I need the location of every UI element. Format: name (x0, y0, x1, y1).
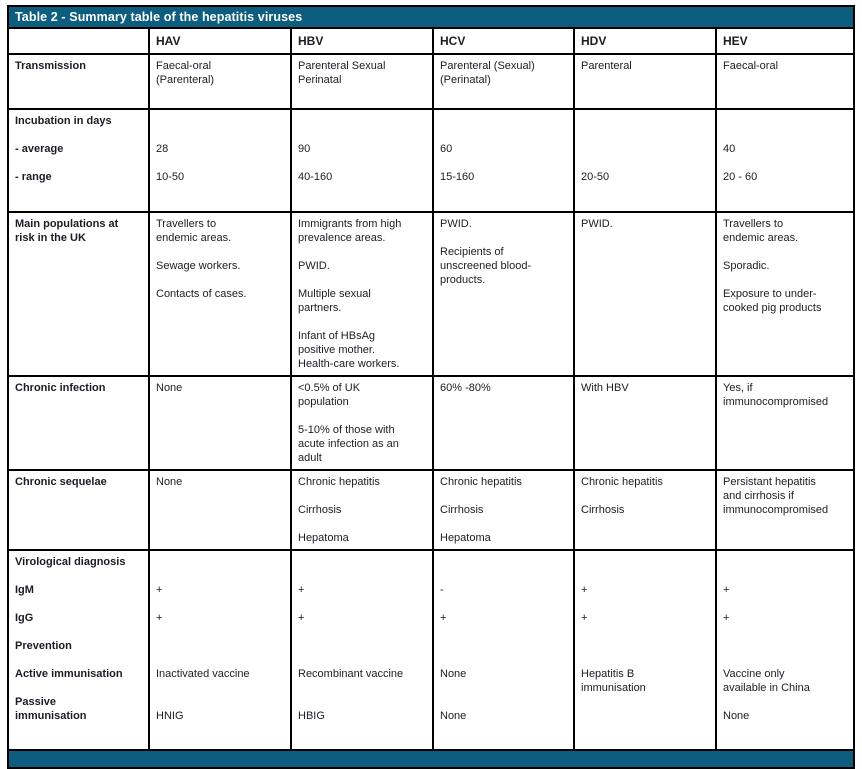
table-cell: PWID. (575, 213, 717, 375)
row-label: Chronic infection (9, 377, 150, 469)
table-cell: Chronic hepatitis Cirrhosis Hepatoma (292, 471, 434, 549)
row-transmission: Transmission Faecal-oral (Parenteral) Pa… (9, 55, 853, 110)
table-cell: + + Inactivated vaccine HNIG (150, 551, 292, 749)
table-cell: 60% -80% (434, 377, 575, 469)
table-cell: 60 15-160 (434, 110, 575, 211)
row-label: Chronic sequelae (9, 471, 150, 549)
row-virological-diagnosis-prevention: Virological diagnosis IgM IgG Prevention… (9, 551, 853, 751)
row-label: Main populations at risk in the UK (9, 213, 150, 375)
table-cell: Parenteral (575, 55, 717, 108)
column-header-hcv: HCV (434, 29, 575, 53)
table-cell: - + None None (434, 551, 575, 749)
table-cell: Parenteral (Sexual) (Perinatal) (434, 55, 575, 108)
table-cell: 90 40-160 (292, 110, 434, 211)
table-cell: Faecal-oral (723, 60, 779, 72)
footer-bar-clipped (9, 751, 853, 767)
column-header-row: HAV HBV HCV HDV HEV (9, 29, 853, 55)
table-cell: Parenteral Sexual Perinatal (292, 55, 434, 108)
row-incubation: Incubation in days - average - range 28 … (9, 110, 853, 213)
table-cell: 20-50 (575, 110, 717, 211)
table-cell: 40 20 - 60 (723, 143, 758, 183)
table-cell: + + Vaccine only available in China None (723, 584, 810, 722)
table-cell: Persistant hepatitis and cirrhosis if im… (723, 476, 829, 516)
row-chronic-infection: Chronic infection None <0.5% of UK popul… (9, 377, 853, 471)
row-chronic-sequelae: Chronic sequelae None Chronic hepatitis … (9, 471, 853, 551)
table-title: Table 2 - Summary table of the hepatitis… (15, 10, 303, 24)
table-cell: Chronic hepatitis Cirrhosis (575, 471, 717, 549)
table-title-bar: Table 2 - Summary table of the hepatitis… (9, 7, 853, 29)
row-label: Transmission (9, 55, 150, 108)
hepatitis-summary-table: Table 2 - Summary table of the hepatitis… (7, 5, 855, 769)
column-header-hev: HEV (723, 34, 748, 48)
table-cell: PWID. Recipients of unscreened blood- pr… (434, 213, 575, 375)
column-header-hav: HAV (150, 29, 292, 53)
table-cell: + + Recombinant vaccine HBIG (292, 551, 434, 749)
table-cell: Travellers to endemic areas. Sporadic. E… (723, 218, 822, 314)
row-label: Incubation in days - average - range (9, 110, 150, 211)
column-header-hdv: HDV (575, 29, 717, 53)
table-cell: Chronic hepatitis Cirrhosis Hepatoma (434, 471, 575, 549)
table-cell: <0.5% of UK population 5-10% of those wi… (292, 377, 434, 469)
column-header-empty (9, 29, 150, 53)
table-cell: Travellers to endemic areas. Sewage work… (150, 213, 292, 375)
table-cell: Yes, if immunocompromised (723, 382, 829, 408)
table-cell: 28 10-50 (150, 110, 292, 211)
table-cell: None (150, 471, 292, 549)
row-main-populations: Main populations at risk in the UK Trave… (9, 213, 853, 377)
row-label: Virological diagnosis IgM IgG Prevention… (9, 551, 150, 749)
table-cell: + + Hepatitis B immunisation (575, 551, 717, 749)
table-cell: With HBV (575, 377, 717, 469)
table-cell: Immigrants from high prevalence areas. P… (292, 213, 434, 375)
column-header-hbv: HBV (292, 29, 434, 53)
table-cell: Faecal-oral (Parenteral) (150, 55, 292, 108)
table-cell: None (150, 377, 292, 469)
